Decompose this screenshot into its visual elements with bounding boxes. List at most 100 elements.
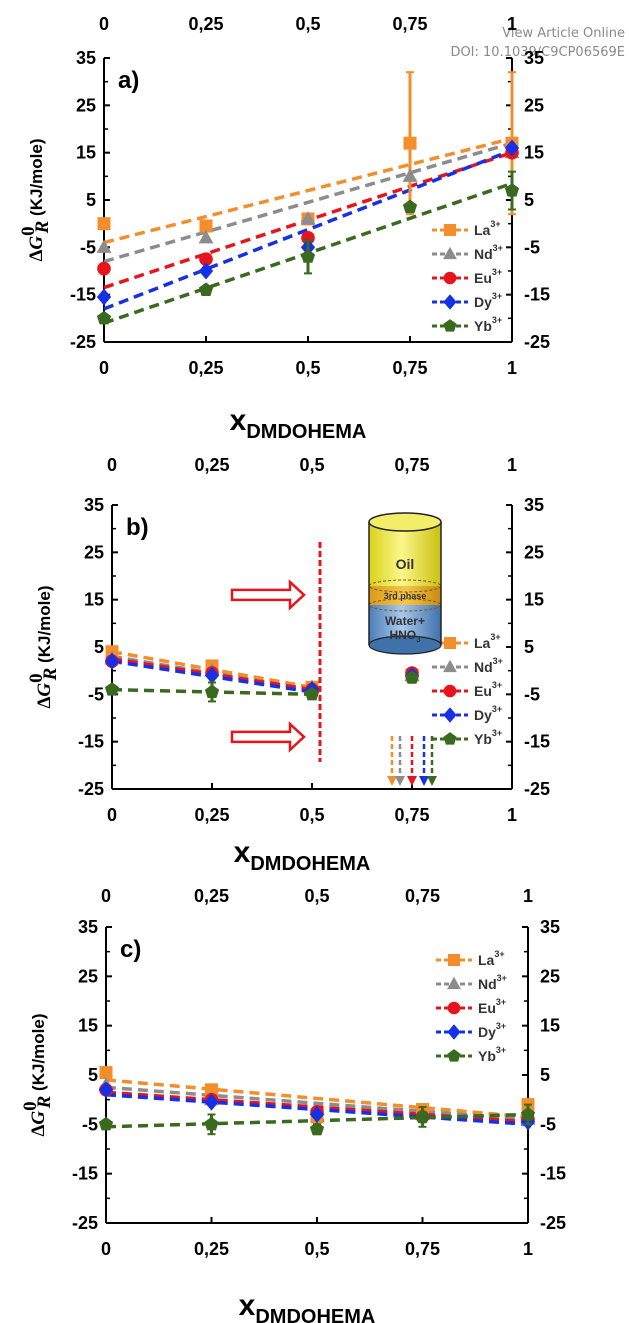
legend-label-yb: Yb3+ xyxy=(474,315,502,334)
legend-series-charge: 3+ xyxy=(492,291,502,301)
legend-series-charge: 3+ xyxy=(493,243,503,253)
x-axis-label-sub: DMDOHEMA xyxy=(246,421,366,440)
y-tick-label-right: -5 xyxy=(524,684,540,704)
x-tick-label: 1 xyxy=(507,805,517,825)
legend-label-eu: Eu3+ xyxy=(474,267,502,286)
y-tick-label: -5 xyxy=(80,237,96,257)
inset-water-label: Water+ xyxy=(385,614,425,628)
y-tick-label: 35 xyxy=(76,48,96,68)
legend-label-yb: Yb3+ xyxy=(474,728,502,747)
x-tick-label-top: 1 xyxy=(507,455,517,475)
y-tick-label-right: -15 xyxy=(524,285,550,305)
x-axis-label: xDMDOHEMA xyxy=(239,1289,376,1323)
y-tick-label: 5 xyxy=(88,1065,98,1085)
y-tick-label: -15 xyxy=(78,732,104,752)
panel-label: b) xyxy=(126,514,149,541)
data-point-yb xyxy=(504,183,520,197)
legend-marker-yb xyxy=(443,319,457,332)
view-article-online-link[interactable]: View Article Online xyxy=(502,26,625,41)
legend-marker-eu xyxy=(443,684,457,698)
legend-marker-yb xyxy=(443,732,457,745)
x-tick-label-top: 0 xyxy=(101,886,111,906)
y-tick-label-right: 35 xyxy=(540,917,560,937)
y-tick-label: -25 xyxy=(70,332,96,352)
data-point-yb xyxy=(204,1116,219,1131)
down-arrow-head-eu xyxy=(407,776,417,786)
legend-series-name: Nd xyxy=(474,659,493,675)
x-axis-label-x: x xyxy=(234,836,251,869)
data-point-nd xyxy=(96,239,112,253)
x-axis-label: xDMDOHEMA xyxy=(230,404,367,440)
data-point-la xyxy=(97,217,111,231)
y-axis-label-sup: 0 xyxy=(26,673,47,683)
legend: La3+Nd3+Eu3+Dy3+Yb3+ xyxy=(432,219,503,334)
y-tick-label-right: 15 xyxy=(540,1016,560,1036)
legend-series-name: Dy xyxy=(474,707,492,723)
y-tick-label: -15 xyxy=(72,1164,98,1184)
y-tick-label: 35 xyxy=(78,917,98,937)
legend-marker-nd xyxy=(443,246,457,260)
legend-series-charge: 3+ xyxy=(493,656,503,666)
x-tick-label: 0,5 xyxy=(295,358,320,378)
y-axis-label-sub: R xyxy=(32,221,53,235)
legend-series-charge: 3+ xyxy=(496,997,506,1007)
down-arrow-head-dy xyxy=(419,776,429,786)
y-axis-label-delta: Δ xyxy=(28,1125,49,1137)
data-point-yb xyxy=(300,249,316,263)
data-point-nd xyxy=(402,168,418,182)
legend-marker-nd xyxy=(447,976,461,990)
legend-marker-eu xyxy=(447,1001,461,1015)
legend-marker-yb xyxy=(447,1049,461,1062)
legend-series-charge: 3+ xyxy=(490,632,500,642)
fit-line-la xyxy=(105,1078,529,1119)
data-point-yb xyxy=(304,686,320,701)
x-axis-label-sub: DMDOHEMA xyxy=(250,853,370,875)
legend-series-name: Yb xyxy=(474,318,492,334)
y-axis-label-sub: R xyxy=(34,1096,55,1110)
down-arrow-head-la xyxy=(387,776,397,786)
y-tick-label-right: 35 xyxy=(524,48,544,68)
legend-label-nd: Nd3+ xyxy=(474,656,503,675)
legend-series-name: La xyxy=(478,952,495,968)
y-tick-label: 15 xyxy=(76,143,96,163)
article-header: View Article Online DOI: 10.1039/C9CP065… xyxy=(450,24,625,62)
cylinder-top xyxy=(368,512,442,532)
three-phase-cylinder: Oil 3rd phase Water+HNO3 xyxy=(368,512,442,655)
y-tick-label-right: 5 xyxy=(524,637,534,657)
data-point-yb xyxy=(98,1116,114,1131)
legend-marker-dy xyxy=(447,1024,461,1040)
x-tick-label-top: 0 xyxy=(99,14,109,34)
x-tick-label: 0 xyxy=(107,805,117,825)
legend-series-charge: 3+ xyxy=(496,1021,506,1031)
y-axis-label-unit: (KJ/mole) xyxy=(35,585,54,667)
x-tick-label: 1 xyxy=(507,358,517,378)
hollow-arrow xyxy=(230,579,306,611)
data-point-dy xyxy=(504,139,520,157)
data-point-la xyxy=(199,219,213,233)
x-tick-label-top: 0,25 xyxy=(188,14,223,34)
x-tick-label: 0 xyxy=(99,358,109,378)
down-arrow-head-yb xyxy=(427,776,437,786)
legend-label-dy: Dy3+ xyxy=(474,291,502,310)
fit-line-dy xyxy=(103,148,513,311)
y-tick-label-right: -15 xyxy=(524,732,550,752)
down-arrow-head-nd xyxy=(395,776,405,786)
data-point-yb xyxy=(204,684,220,698)
inset-acid-text: HNO xyxy=(389,628,416,642)
legend-series-name: Eu xyxy=(478,1000,496,1016)
inset-third-phase-label: 3rd phase xyxy=(384,591,427,601)
x-tick-label-top: 0,25 xyxy=(194,455,229,475)
y-tick-label: -25 xyxy=(72,1213,98,1233)
legend-label-eu: Eu3+ xyxy=(474,680,502,699)
data-point-nd xyxy=(198,230,214,244)
legend-label-nd: Nd3+ xyxy=(478,973,507,992)
x-tick-label-top: 0,75 xyxy=(394,455,429,475)
data-point-la xyxy=(205,1083,218,1097)
x-axis-label-x: x xyxy=(239,1289,256,1322)
y-tick-label: -25 xyxy=(78,779,104,799)
legend-series-name: Yb xyxy=(474,731,492,747)
data-point-yb xyxy=(198,282,214,296)
legend-label-eu: Eu3+ xyxy=(478,997,506,1016)
